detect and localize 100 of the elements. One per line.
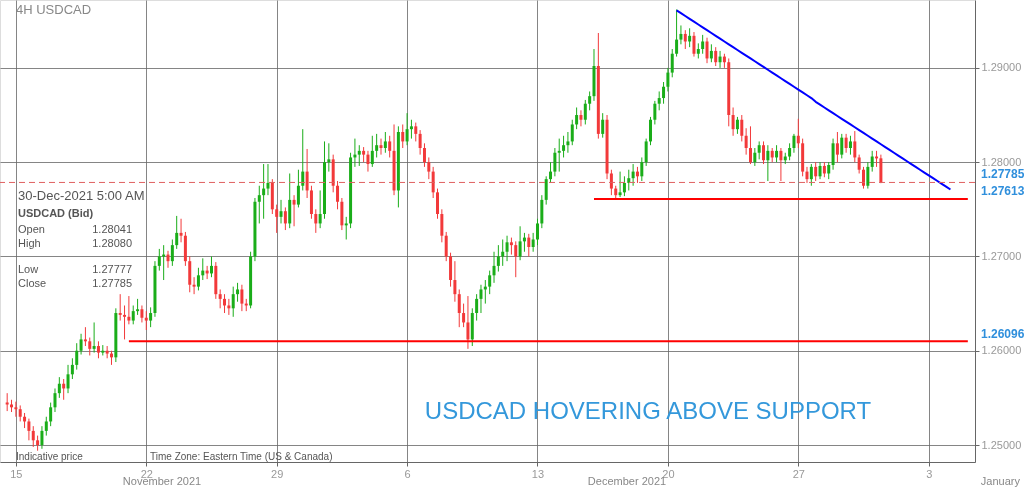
candlestick bbox=[157, 248, 161, 272]
candlestick bbox=[436, 188, 440, 220]
candlestick bbox=[644, 138, 648, 167]
candlestick bbox=[401, 123, 405, 149]
candlestick bbox=[583, 99, 587, 125]
candlestick bbox=[514, 240, 518, 278]
candlestick bbox=[227, 298, 231, 316]
candlestick bbox=[740, 114, 744, 142]
annotation: Open bbox=[18, 223, 45, 235]
candlestick bbox=[805, 166, 809, 184]
candlestick bbox=[383, 131, 387, 154]
candlestick bbox=[731, 106, 735, 137]
candlestick bbox=[370, 135, 374, 168]
candlestick bbox=[166, 250, 170, 269]
candlestick bbox=[766, 144, 770, 182]
candlestick bbox=[366, 150, 370, 173]
y-tick-label: 1.27000 bbox=[981, 249, 1022, 262]
candlestick bbox=[475, 293, 479, 322]
candlestick bbox=[649, 116, 653, 146]
candlestick bbox=[236, 282, 240, 303]
candlestick bbox=[14, 401, 18, 418]
candlestick bbox=[188, 255, 192, 293]
candlestick bbox=[705, 37, 709, 64]
candlestick bbox=[466, 295, 470, 350]
candlestick bbox=[305, 148, 309, 199]
candlestick bbox=[340, 197, 344, 231]
candlestick bbox=[549, 161, 553, 184]
candlestick bbox=[814, 161, 818, 182]
candlestick bbox=[301, 128, 305, 191]
candlestick bbox=[566, 131, 570, 154]
candlestick bbox=[440, 208, 444, 243]
candlestick bbox=[840, 133, 844, 159]
candlestick bbox=[431, 166, 435, 199]
candlestick bbox=[870, 150, 874, 173]
candlestick bbox=[31, 425, 35, 448]
line-series bbox=[675, 9, 952, 191]
candlestick bbox=[866, 161, 870, 190]
candlestick bbox=[422, 142, 426, 168]
candlestick bbox=[631, 163, 635, 187]
candlestick bbox=[462, 303, 466, 328]
candlestick bbox=[496, 244, 500, 273]
candlestick bbox=[762, 140, 766, 165]
candlestick bbox=[679, 24, 683, 45]
candlestick bbox=[140, 304, 144, 323]
x-tick-label: 22 bbox=[140, 467, 153, 480]
candlestick bbox=[449, 252, 453, 288]
candlestick bbox=[640, 156, 644, 182]
candlestick bbox=[535, 218, 539, 246]
text: 1.26096 bbox=[981, 327, 1024, 341]
candlestick bbox=[627, 169, 631, 191]
candlestick bbox=[357, 144, 361, 167]
y-tick-label: 1.28000 bbox=[981, 155, 1022, 168]
candlestick bbox=[488, 270, 492, 295]
candlestick bbox=[123, 304, 127, 340]
x-tick-label: 6 bbox=[404, 467, 411, 480]
candlestick bbox=[327, 142, 331, 173]
candlestick bbox=[744, 127, 748, 156]
candlestick bbox=[505, 235, 509, 262]
candlestick bbox=[262, 163, 266, 220]
candlestick bbox=[579, 109, 583, 127]
candlestick bbox=[527, 233, 531, 257]
candlestick bbox=[427, 156, 431, 180]
x-tick-label: 27 bbox=[792, 467, 805, 480]
candlestick bbox=[40, 425, 44, 450]
candlestick bbox=[318, 189, 322, 229]
candlestick bbox=[314, 208, 318, 234]
candlestick bbox=[53, 387, 57, 413]
candlestick bbox=[622, 175, 626, 197]
candlestick bbox=[170, 238, 174, 267]
candlestick bbox=[27, 418, 31, 441]
text: 1.27613 bbox=[981, 184, 1024, 198]
ref-line-label: 1.27785 bbox=[981, 167, 1024, 182]
annotation: USDCAD (Bid) bbox=[18, 207, 94, 219]
y-tick-label: 1.26000 bbox=[981, 344, 1022, 357]
annotation: Indicative price bbox=[16, 451, 84, 462]
candlestick bbox=[70, 357, 74, 380]
candlestick bbox=[257, 185, 261, 224]
y-tick-label: 1.25000 bbox=[981, 438, 1022, 451]
candlestick bbox=[692, 31, 696, 58]
candlestick bbox=[662, 81, 666, 105]
candlestick bbox=[653, 100, 657, 125]
candlestick bbox=[288, 172, 292, 229]
candlestick bbox=[388, 135, 392, 158]
candlestick bbox=[666, 67, 670, 92]
x-tick-label: 3 bbox=[926, 467, 933, 480]
candlestick bbox=[857, 154, 861, 174]
candlestick bbox=[196, 267, 200, 291]
candlestick bbox=[444, 231, 448, 262]
candlestick bbox=[66, 364, 70, 394]
candlestick bbox=[131, 304, 135, 325]
annotation: Low bbox=[18, 263, 39, 275]
candlestick bbox=[748, 125, 752, 165]
candlestick bbox=[57, 376, 61, 399]
candlestick bbox=[588, 90, 592, 111]
candlestick bbox=[675, 8, 679, 58]
candlestick bbox=[835, 131, 839, 163]
x-tick-label: 13 bbox=[531, 467, 545, 480]
chart-title: 4H USDCAD bbox=[16, 2, 92, 17]
annotation: 30-Dec-2021 5:00 AM bbox=[18, 188, 145, 203]
candlestick bbox=[192, 276, 196, 295]
